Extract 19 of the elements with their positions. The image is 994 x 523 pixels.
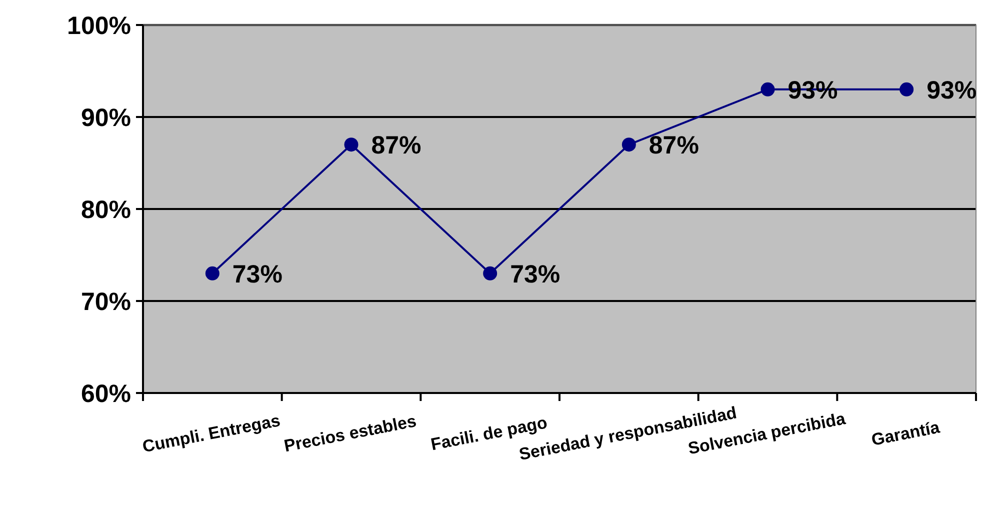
- point: [344, 138, 358, 152]
- data-label: 73%: [232, 260, 282, 288]
- x-tick-label: Cumpli. Entregas: [140, 410, 282, 456]
- y-tick-label: 60%: [80, 380, 131, 408]
- point: [760, 82, 775, 96]
- y-tick-label: 80%: [80, 196, 131, 224]
- x-tick-label: Garantía: [870, 418, 942, 450]
- point: [205, 266, 220, 280]
- y-tick-label: 70%: [80, 288, 131, 316]
- data-label: 73%: [510, 260, 560, 288]
- data-label: 87%: [648, 132, 699, 160]
- data-label: 93%: [926, 76, 977, 104]
- point: [622, 138, 636, 152]
- data-label: 87%: [371, 132, 422, 160]
- point: [900, 82, 914, 96]
- y-tick-label: 100%: [67, 12, 131, 40]
- point: [483, 266, 498, 280]
- y-tick-label: 90%: [80, 104, 131, 132]
- x-tick-label: Precios estables: [282, 411, 418, 456]
